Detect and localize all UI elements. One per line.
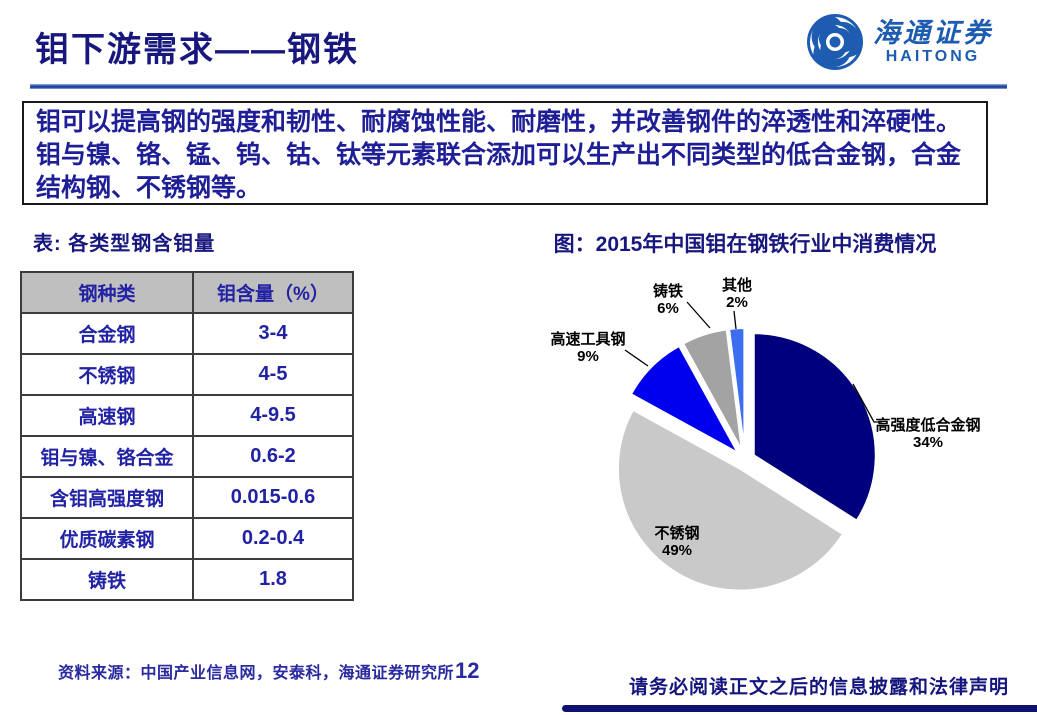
logo-chinese-name: 海通证券	[873, 17, 993, 48]
steel-type-cell: 钼与镍、铬合金	[20, 435, 194, 478]
page-number: 12	[455, 658, 480, 683]
mo-content-cell: 0.015-0.6	[192, 476, 354, 519]
mo-content-cell: 0.2-0.4	[192, 517, 354, 560]
steel-type-cell: 优质碳素钢	[20, 517, 194, 560]
pie-label-percent: 34%	[913, 434, 943, 451]
pie-leader-line	[624, 349, 649, 367]
haitong-emblem-icon	[807, 14, 863, 70]
chart-caption: 图：2015年中国钼在钢铁行业中消费情况	[553, 233, 937, 256]
bottom-accent-bar	[562, 705, 1037, 712]
steel-type-cell: 不锈钢	[20, 353, 194, 396]
pie-leader-line	[733, 310, 737, 330]
pie-label-percent: 2%	[726, 294, 748, 311]
pie-leader-line	[686, 301, 711, 329]
pie-label-percent: 9%	[577, 348, 599, 365]
mo-content-cell: 4-9.5	[192, 394, 354, 437]
page-title: 钼下游需求——钢铁	[35, 31, 359, 69]
pie-slice-4	[681, 328, 743, 451]
table-header-row: 钢种类 钼含量（%）	[20, 271, 354, 314]
mo-content-table: 钢种类 钼含量（%） 合金钢 3-4 不锈钢 4-5 高速钢 4-9.5 钼与镍、铬合金 0.6…	[20, 271, 354, 601]
pie-label-percent: 6%	[657, 300, 679, 317]
haitong-logo: 海通证券 HAITONG	[805, 12, 993, 72]
disclaimer-text: 请务必阅读正文之后的信息披露和法律声明	[628, 677, 1009, 698]
pie-label-name: 不锈钢	[654, 524, 699, 542]
footer: 资料来源：中国产业信息网，安泰科，海通证券研究所 12	[58, 658, 480, 684]
pie-slice-5	[727, 327, 746, 451]
mo-content-cell: 4-5	[192, 353, 354, 396]
pie-slice-2	[616, 408, 845, 592]
table-row: 高速钢 4-9.5	[20, 394, 354, 437]
intro-text-box: 钼可以提高钢的强度和韧性、耐腐蚀性能、耐磨性，并改善钢件的淬透性和淬硬性。钼与镍…	[22, 101, 988, 205]
table-row: 不锈钢 4-5	[20, 353, 354, 396]
pie-chart: 高强度低合金钢 34% 不锈钢 49% 高速工具钢 9% 铸铁 6% 其他 2%	[540, 272, 1000, 617]
mo-content-cell: 3-4	[192, 312, 354, 355]
steel-type-cell: 含钼高强度钢	[20, 476, 194, 519]
logo-english-name: HAITONG	[885, 47, 981, 65]
pie-slice-3	[629, 344, 741, 456]
steel-type-cell: 铸铁	[20, 558, 194, 601]
source-note: 资料来源：中国产业信息网，安泰科，海通证券研究所	[58, 665, 455, 682]
table-row: 优质碳素钢 0.2-0.4	[20, 517, 354, 560]
steel-type-cell: 合金钢	[20, 312, 194, 355]
table-header-cell: 钼含量（%）	[192, 271, 354, 314]
pie-label-name: 高速工具钢	[550, 330, 625, 348]
pie-leader-line	[852, 383, 882, 423]
pie-label-name: 高强度低合金钢	[875, 416, 980, 434]
table-row: 铸铁 1.8	[20, 558, 354, 601]
mo-content-cell: 1.8	[192, 558, 354, 601]
table-row: 含钼高强度钢 0.015-0.6	[20, 476, 354, 519]
table-header-cell: 钢种类	[20, 271, 194, 314]
mo-content-cell: 0.6-2	[192, 435, 354, 478]
table-caption: 表: 各类型钢含钼量	[33, 233, 216, 255]
steel-type-cell: 高速钢	[20, 394, 194, 437]
pie-label-percent: 49%	[662, 542, 692, 559]
table-row: 钼与镍、铬合金 0.6-2	[20, 435, 354, 478]
table-row: 合金钢 3-4	[20, 312, 354, 355]
title-divider-line	[30, 84, 1007, 89]
pie-label-name: 其他	[722, 276, 752, 294]
pie-label-name: 铸铁	[653, 282, 683, 300]
